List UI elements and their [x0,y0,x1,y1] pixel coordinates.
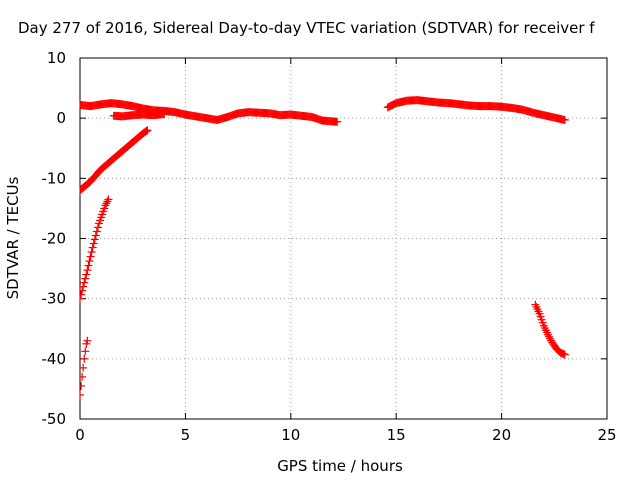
y-tick-label: -50 [42,410,67,428]
x-tick-label: 25 [597,426,616,444]
data-point [80,290,86,299]
data-point [80,363,88,372]
x-tick-label: 10 [281,426,300,444]
data-point [80,286,87,295]
y-tick-label: 0 [56,109,66,127]
chart-title: Day 277 of 2016, Sidereal Day-to-day VTE… [18,19,595,37]
y-tick-label: -10 [42,169,67,187]
data-point [92,227,101,236]
data-point [86,252,95,261]
x-tick-label: 15 [387,426,406,444]
y-axis-title: SDTVAR / TECUs [4,176,22,299]
y-tick-label: -30 [42,290,67,308]
data-point [89,239,98,248]
data-point [93,223,102,232]
data-point [91,231,100,240]
data-point [81,274,90,283]
data-point [80,278,89,287]
data-point [90,235,99,244]
data-point [79,294,84,303]
data-point [85,257,94,266]
data-point [80,381,86,390]
data-points [79,96,569,399]
data-point [88,243,97,252]
y-tick-label: -20 [42,230,67,248]
data-point [83,266,92,275]
data-point [80,354,89,363]
data-point [104,195,113,204]
data-point [102,199,111,208]
x-tick-label: 20 [492,426,511,444]
x-tick-label: 0 [75,426,85,444]
data-point [101,201,110,210]
data-point [560,115,569,124]
data-point [80,282,88,291]
y-tick-label: -40 [42,350,67,368]
data-point [80,372,87,381]
data-point [143,126,152,135]
data-point [560,350,569,359]
data-point [79,390,84,399]
data-point [142,126,151,135]
x-axis-title: GPS time / hours [277,457,403,475]
data-point [82,270,91,279]
y-tick-label: 10 [47,49,66,67]
data-point [160,109,169,118]
data-point [87,248,96,257]
data-point [84,261,93,270]
data-point [103,197,112,206]
x-tick-label: 5 [181,426,191,444]
axis-ticks: 0 5 10 15 20 25 -50 -40 -30 -20 -10 0 10 [42,49,617,444]
data-point [81,347,90,356]
data-point [83,336,92,345]
data-point [333,117,342,126]
